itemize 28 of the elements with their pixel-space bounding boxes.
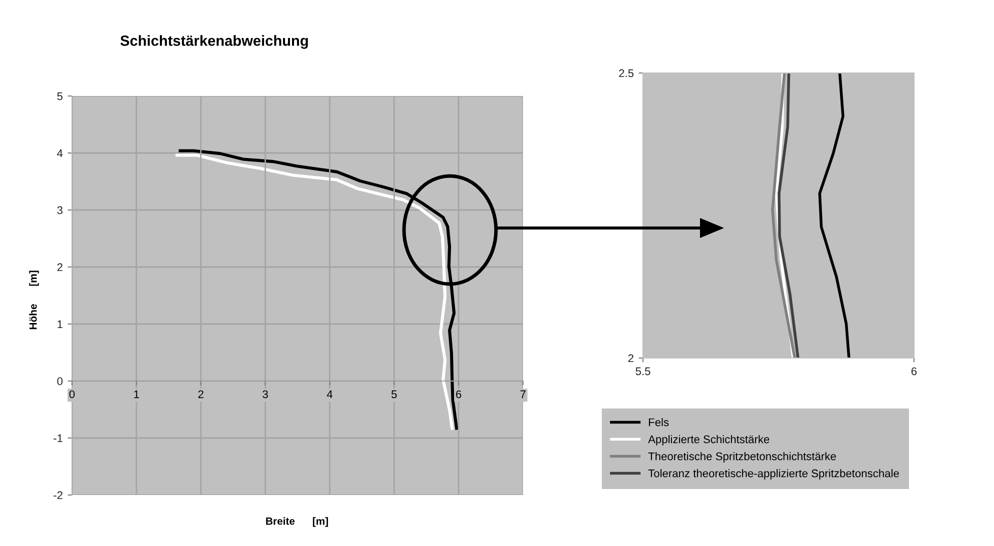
y-axis-title: Höhe [m] bbox=[29, 270, 39, 330]
x-tick-label: 6 bbox=[911, 367, 917, 376]
y-tick-label: 3 bbox=[57, 206, 62, 214]
legend-label: Fels bbox=[648, 418, 669, 426]
x-tick-label: 5 bbox=[392, 390, 397, 398]
x-tick-label: 2 bbox=[198, 390, 204, 398]
y-tick-label: 1 bbox=[58, 320, 62, 328]
line-series bbox=[818, 73, 850, 358]
x-tick-label: 7 bbox=[520, 390, 526, 398]
legend-label: Theoretische Spritzbetonschichtstärke bbox=[648, 452, 836, 462]
chart-title: Schichtstärkenabweichung bbox=[120, 35, 308, 49]
x-axis-title: Breite [m] bbox=[266, 517, 328, 527]
y-tick-label: 5 bbox=[57, 92, 63, 100]
line-series bbox=[778, 73, 800, 358]
x-tick-label: 5.5 bbox=[636, 367, 650, 376]
x-tick-label: 0 bbox=[69, 390, 75, 398]
x-tick-label: 3 bbox=[262, 390, 268, 398]
x-tick-label: 4 bbox=[326, 390, 332, 398]
legend-label: Toleranz theoretische-applizierte Spritzbetonschale bbox=[648, 469, 899, 480]
y-tick-label: 0 bbox=[57, 377, 63, 386]
y-tick-label: 2.5 bbox=[619, 69, 634, 78]
y-tick-label: 4 bbox=[57, 149, 63, 158]
x-tick-label: 6 bbox=[456, 390, 462, 398]
y-tick-label: 2 bbox=[57, 263, 62, 272]
x-tick-label: 1 bbox=[134, 390, 139, 398]
legend-label: Applizierte Schichtstärke bbox=[648, 435, 770, 446]
y-tick-label: -2 bbox=[54, 491, 62, 500]
y-tick-label: -1 bbox=[54, 434, 62, 442]
